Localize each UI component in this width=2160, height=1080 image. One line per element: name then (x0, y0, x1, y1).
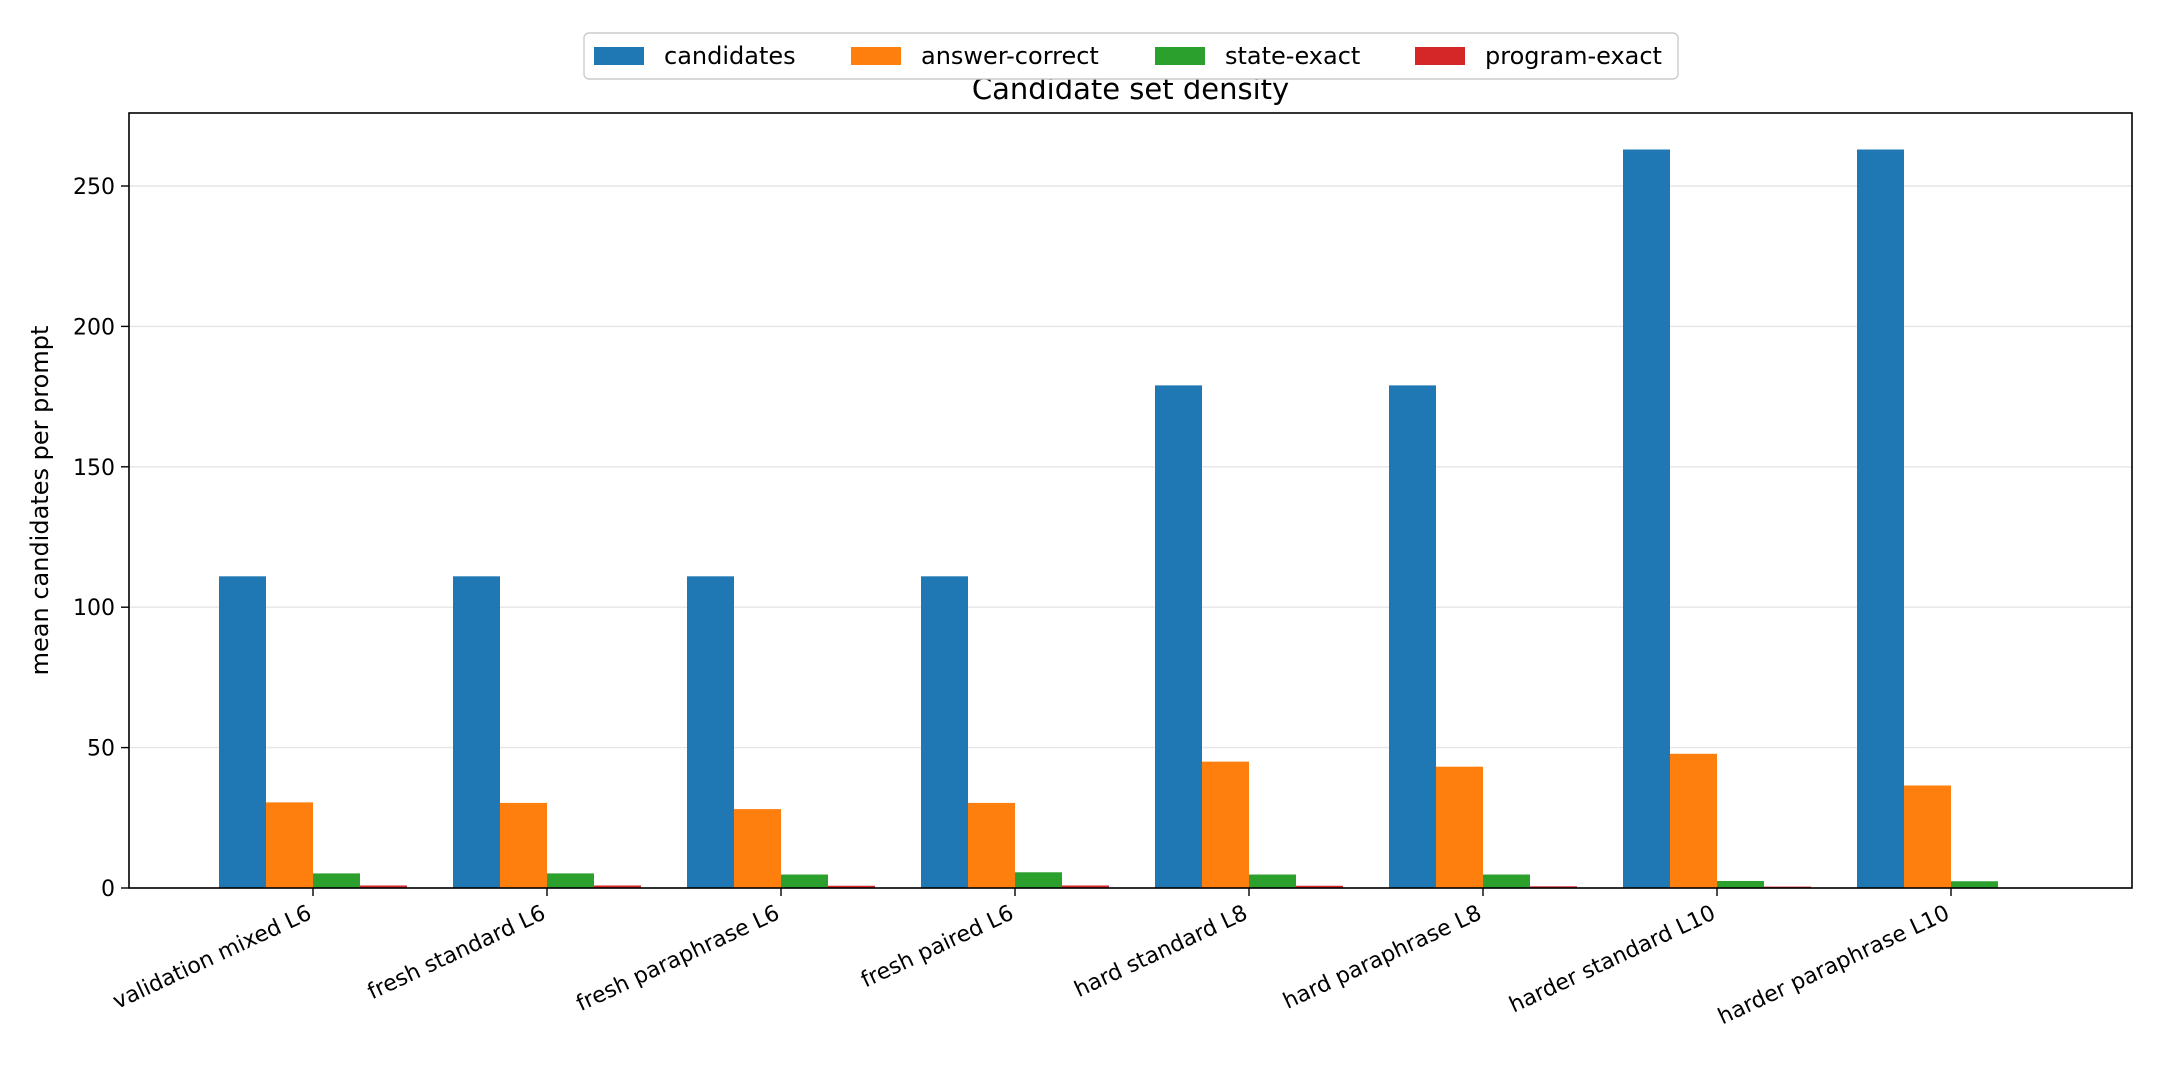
y-tick-label: 100 (73, 596, 115, 621)
bar-state-exact (1483, 874, 1530, 888)
y-tick-label: 250 (73, 175, 115, 200)
bar-program-exact (360, 885, 407, 888)
bar-answer-correct (266, 802, 313, 888)
bar-answer-correct (1904, 785, 1951, 888)
grid-lines (129, 185, 2132, 889)
legend-label: candidates (664, 42, 796, 70)
plot-frame (128, 112, 2133, 889)
x-tick-label: hard paraphrase L8 (1279, 901, 1485, 1015)
bar-program-exact (828, 885, 875, 888)
bar-answer-correct (1202, 761, 1249, 888)
bars (219, 149, 1998, 889)
y-tick-label: 200 (73, 315, 115, 340)
x-tick-label: validation mixed L6 (109, 901, 315, 1015)
y-tick-label: 0 (101, 877, 115, 902)
legend-swatch (851, 47, 901, 65)
bar-state-exact (1015, 872, 1062, 888)
x-tick-label: harder paraphrase L10 (1714, 901, 1953, 1030)
bar-state-exact (1249, 874, 1296, 888)
x-tick-label: fresh paired L6 (857, 901, 1017, 993)
legend-box (583, 32, 1679, 80)
bar-program-exact (594, 885, 641, 888)
y-axis: 0 50 100 150 200 250 (73, 175, 129, 902)
legend-swatch (1155, 47, 1205, 65)
bar-answer-correct (734, 809, 781, 888)
x-tick-label: hard standard L8 (1071, 901, 1252, 1003)
bar-candidates (921, 576, 968, 888)
bar-candidates (1389, 385, 1436, 888)
bar-candidates (453, 576, 500, 888)
y-axis-title: mean candidates per prompt (26, 326, 54, 676)
bar-answer-correct (1436, 766, 1483, 888)
bar-candidates (1857, 149, 1904, 889)
bar-answer-correct (500, 802, 547, 888)
bar-state-exact (781, 874, 828, 888)
bar-candidates (1623, 149, 1670, 889)
bar-state-exact (313, 873, 360, 888)
x-tick-label: fresh standard L6 (364, 901, 550, 1005)
y-tick-label: 50 (87, 737, 115, 762)
legend-label: program-exact (1485, 42, 1662, 70)
bar-candidates (687, 576, 734, 888)
bar-answer-correct (968, 802, 1015, 888)
x-tick-label: harder standard L10 (1506, 901, 1720, 1019)
legend-label: answer-correct (921, 42, 1099, 70)
legend-label: state-exact (1225, 42, 1360, 70)
legend-swatch (594, 47, 644, 65)
bar-candidates (219, 576, 266, 888)
bar-candidates (1155, 385, 1202, 888)
bar-answer-correct (1670, 753, 1717, 888)
legend-swatch (1415, 47, 1465, 65)
x-tick-label: fresh paraphrase L6 (573, 901, 784, 1017)
bar-program-exact (1530, 886, 1577, 888)
legend: candidates answer-correct state-exact progr… (583, 32, 1679, 80)
bar-program-exact (1062, 885, 1109, 888)
bar-state-exact (1951, 881, 1998, 888)
bar-program-exact (1296, 885, 1343, 888)
y-tick-label: 150 (73, 456, 115, 481)
x-axis: validation mixed L6 fresh standard L6 fres… (109, 888, 1954, 1030)
bar-state-exact (547, 873, 594, 888)
bar-state-exact (1717, 880, 1764, 888)
